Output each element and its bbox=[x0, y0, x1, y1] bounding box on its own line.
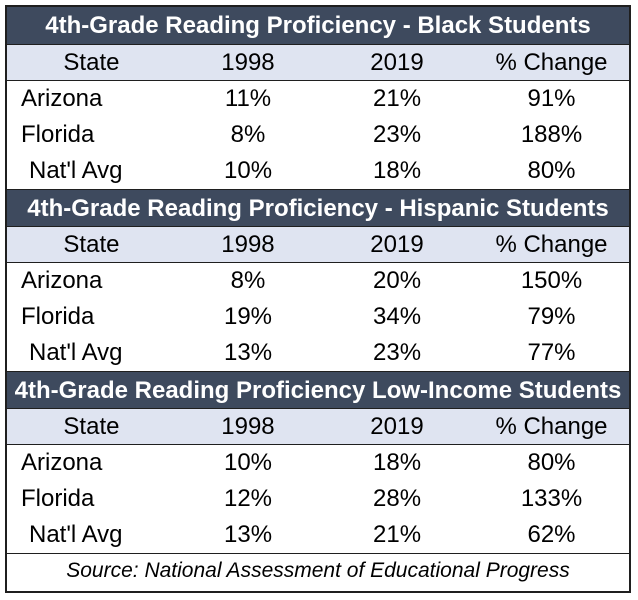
column-header-row: State 1998 2019 % Change bbox=[7, 45, 629, 81]
value-1998-cell: 13% bbox=[224, 339, 273, 366]
state-cell: Arizona bbox=[21, 267, 103, 294]
source-note: Source: National Assessment of Education… bbox=[7, 553, 629, 586]
value-2019-cell: 18% bbox=[373, 157, 422, 184]
column-header: 2019 bbox=[370, 413, 424, 440]
column-header: % Change bbox=[495, 49, 608, 76]
value-1998-cell: 10% bbox=[223, 449, 273, 476]
value-1998-cell: 12% bbox=[223, 485, 273, 512]
value-2019-cell: 23% bbox=[373, 339, 422, 366]
value-1998-cell: 8% bbox=[230, 267, 266, 294]
section-title: 4th-Grade Reading Proficiency - Hispanic… bbox=[7, 189, 629, 227]
column-header-row: State 1998 2019 % Change bbox=[7, 409, 629, 445]
section-title: 4th-Grade Reading Proficiency - Black St… bbox=[7, 7, 629, 45]
table-row: Arizona 11% 21% 91% bbox=[7, 81, 629, 117]
change-cell: 150% bbox=[520, 267, 583, 294]
column-header: % Change bbox=[495, 413, 608, 440]
state-cell: Florida bbox=[21, 485, 95, 512]
state-cell: Arizona bbox=[21, 449, 103, 476]
column-header: 2019 bbox=[370, 231, 424, 258]
value-2019-cell: 28% bbox=[373, 485, 422, 512]
value-1998-cell: 10% bbox=[224, 157, 273, 184]
state-cell: Florida bbox=[21, 303, 95, 330]
table-row: Nat'l Avg 13% 23% 77% bbox=[7, 335, 629, 371]
change-cell: 91% bbox=[527, 85, 576, 112]
table-row: Nat'l Avg 13% 21% 62% bbox=[7, 517, 629, 553]
table-row: Florida 8% 23% 188% bbox=[7, 117, 629, 153]
column-header-row: State 1998 2019 % Change bbox=[7, 227, 629, 263]
column-header: 2019 bbox=[370, 49, 424, 76]
proficiency-table: 4th-Grade Reading Proficiency - Black St… bbox=[5, 5, 631, 593]
table-row: Florida 19% 34% 79% bbox=[7, 299, 629, 335]
column-header: % Change bbox=[495, 231, 608, 258]
state-cell: Nat'l Avg bbox=[29, 157, 123, 184]
table-row: Florida 12% 28% 133% bbox=[7, 481, 629, 517]
state-cell: Nat'l Avg bbox=[29, 339, 123, 366]
value-2019-cell: 18% bbox=[373, 449, 422, 476]
column-header: 1998 bbox=[221, 49, 275, 76]
column-header: State bbox=[63, 49, 120, 76]
change-cell: 80% bbox=[527, 157, 576, 184]
section-title: 4th-Grade Reading Proficiency Low-Income… bbox=[7, 371, 629, 409]
change-cell: 80% bbox=[527, 449, 576, 476]
change-cell: 133% bbox=[520, 485, 583, 512]
value-1998-cell: 8% bbox=[230, 121, 266, 148]
value-2019-cell: 21% bbox=[373, 85, 422, 112]
table-row: Nat'l Avg 10% 18% 80% bbox=[7, 153, 629, 189]
column-header: 1998 bbox=[221, 231, 275, 258]
table-row: Arizona 10% 18% 80% bbox=[7, 445, 629, 481]
change-cell: 188% bbox=[520, 121, 583, 148]
column-header: State bbox=[63, 231, 120, 258]
value-2019-cell: 21% bbox=[373, 521, 422, 548]
black-students-section: 4th-Grade Reading Proficiency - Black St… bbox=[7, 7, 629, 189]
column-header: State bbox=[63, 413, 120, 440]
value-1998-cell: 19% bbox=[223, 303, 273, 330]
change-cell: 79% bbox=[527, 303, 576, 330]
change-cell: 62% bbox=[527, 521, 576, 548]
value-2019-cell: 20% bbox=[373, 267, 422, 294]
value-2019-cell: 23% bbox=[373, 121, 422, 148]
state-cell: Arizona bbox=[21, 85, 103, 112]
column-header: 1998 bbox=[221, 413, 275, 440]
low-income-students-section: 4th-Grade Reading Proficiency Low-Income… bbox=[7, 371, 629, 553]
state-cell: Nat'l Avg bbox=[29, 521, 123, 548]
value-1998-cell: 11% bbox=[224, 85, 272, 112]
value-1998-cell: 13% bbox=[224, 521, 273, 548]
hispanic-students-section: 4th-Grade Reading Proficiency - Hispanic… bbox=[7, 189, 629, 371]
value-2019-cell: 34% bbox=[373, 303, 422, 330]
table-row: Arizona 8% 20% 150% bbox=[7, 263, 629, 299]
state-cell: Florida bbox=[21, 121, 95, 148]
change-cell: 77% bbox=[527, 339, 576, 366]
